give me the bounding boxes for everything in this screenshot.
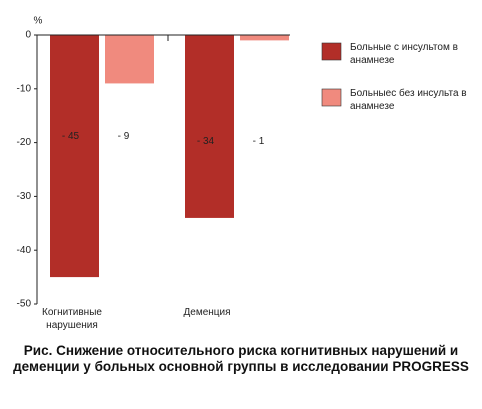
- bar: [240, 35, 289, 41]
- bar: [105, 35, 154, 84]
- bar: [185, 35, 234, 218]
- legend-swatch: [321, 88, 342, 107]
- y-tick-label: -40: [17, 245, 32, 256]
- y-tick-label: -50: [17, 299, 32, 310]
- y-axis-label: %: [34, 16, 43, 27]
- y-tick-label: -10: [17, 83, 32, 94]
- x-tick-label: Когнитивные нарушения: [42, 307, 102, 331]
- x-tick-label: Деменция: [183, 307, 231, 318]
- y-tick-label: -30: [17, 191, 32, 202]
- y-tick-label: -20: [17, 137, 32, 148]
- value-label: - 34: [197, 136, 215, 147]
- value-label: - 45: [62, 131, 80, 142]
- legend-label: Больныес без инсульта в анамнезе: [350, 88, 467, 112]
- y-tick-label: 0: [25, 30, 31, 41]
- legend-swatch: [321, 42, 342, 61]
- legend-label: Больные с инсультом в анамнезе: [350, 42, 458, 66]
- bar: [50, 35, 99, 278]
- chart-title: Рис. Снижение относительного риска когни…: [13, 343, 469, 374]
- value-label: - 1: [253, 136, 265, 147]
- value-label: - 9: [118, 131, 130, 142]
